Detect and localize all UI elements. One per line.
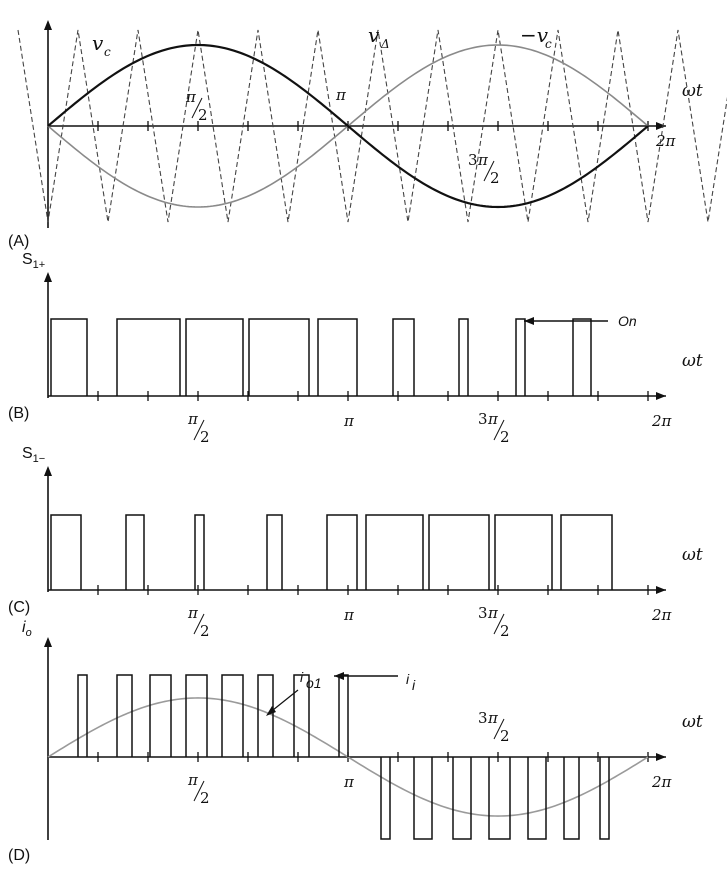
y-axis-label: S1+ — [22, 251, 45, 271]
tick-label-numerator: π — [477, 151, 489, 169]
annotation-arrowhead — [524, 317, 534, 325]
tick-label: π — [335, 86, 347, 104]
tick-fraction-bar — [483, 160, 495, 182]
tick-label: 2π — [655, 132, 677, 150]
tick-label: π — [343, 606, 355, 624]
tick-label-denominator: 2 — [200, 622, 210, 640]
tick-label: 2π — [651, 606, 673, 624]
tick-label-numerator: π — [187, 604, 199, 622]
series-vc — [47, 43, 649, 209]
tick-fraction-bar — [493, 419, 505, 441]
tick-label-denominator: 2 — [490, 169, 500, 187]
tick-fraction-bar — [193, 613, 205, 635]
tick-label-denominator: 2 — [200, 428, 210, 446]
panel-label: (C) — [8, 599, 30, 616]
x-axis-label: ωt — [682, 545, 703, 565]
tick-label-coef: 3 — [478, 709, 488, 727]
panel-label: (A) — [8, 233, 29, 250]
series-label-neg-vc-sub: c — [545, 37, 552, 51]
annotation-arrowhead — [266, 706, 276, 716]
y-axis-arrowhead — [44, 20, 52, 30]
series-label-vc-sub: c — [104, 45, 111, 59]
tick-label-coef: 3 — [478, 410, 488, 428]
y-axis-label: io — [22, 619, 32, 639]
tick-label-coef: 3 — [468, 151, 478, 169]
tick-label-numerator: π — [187, 410, 199, 428]
tick-label-numerator: π — [185, 88, 197, 106]
annotation-ii: i — [406, 671, 410, 687]
panel-label: (B) — [8, 405, 29, 422]
annotation-io1: i — [300, 669, 304, 685]
y-axis-label-sub: 1+ — [33, 259, 46, 271]
series-label-neg-vc: −v — [520, 23, 549, 47]
y-axis-arrowhead — [44, 637, 52, 647]
tick-label-numerator: π — [487, 604, 499, 622]
tick-fraction-bar — [193, 419, 205, 441]
x-axis-arrowhead — [656, 122, 666, 130]
x-axis-arrowhead — [656, 753, 666, 761]
y-axis-label-main: i — [22, 619, 26, 636]
tick-fraction-bar — [493, 613, 505, 635]
tick-label-denominator: 2 — [500, 428, 510, 446]
annotation-arrowhead — [334, 672, 344, 680]
tick-label-denominator: 2 — [198, 106, 208, 124]
tick-label: π — [343, 773, 355, 791]
y-axis-label-main: S — [22, 251, 33, 268]
tick-label-denominator: 2 — [200, 789, 210, 807]
tick-fraction-bar — [191, 97, 203, 119]
tick-label-denominator: 2 — [500, 727, 510, 745]
tick-label: 2π — [651, 412, 673, 430]
y-axis-label: S1− — [22, 445, 45, 465]
tick-fraction-bar — [193, 780, 205, 802]
x-axis-arrowhead — [656, 392, 666, 400]
y-axis-arrowhead — [44, 272, 52, 282]
tick-label-denominator: 2 — [500, 622, 510, 640]
y-axis-label-main: S — [22, 445, 33, 462]
x-axis-label: ωt — [682, 351, 703, 371]
x-axis-label: ωt — [682, 81, 703, 101]
annotation-on: On — [618, 313, 637, 329]
tick-label-numerator: π — [487, 709, 499, 727]
series-label-vdelta: v — [368, 23, 380, 47]
y-axis-label-sub: 1− — [33, 453, 46, 465]
tick-label-coef: 3 — [478, 604, 488, 622]
series-v-delta — [17, 29, 727, 223]
tick-label-numerator: π — [487, 410, 499, 428]
series-s1-plus — [50, 318, 592, 396]
x-axis-label: ωt — [682, 712, 703, 732]
panel-label: (D) — [8, 847, 30, 864]
y-axis-arrowhead — [44, 466, 52, 476]
annotation-ii-sub: i — [412, 677, 416, 693]
x-axis-arrowhead — [656, 586, 666, 594]
series-s1-minus — [50, 514, 613, 590]
series-ii-negative — [380, 757, 610, 840]
series-ii-positive — [77, 674, 349, 757]
tick-label: π — [343, 412, 355, 430]
series-label-vdelta-sub: Δ — [380, 37, 390, 51]
tick-fraction-bar — [493, 718, 505, 740]
tick-label-numerator: π — [187, 771, 199, 789]
annotation-io1-sub: o1 — [306, 675, 322, 691]
tick-label: 2π — [651, 773, 673, 791]
series-label-vc: v — [92, 31, 104, 55]
y-axis-label-sub: o — [26, 627, 32, 639]
